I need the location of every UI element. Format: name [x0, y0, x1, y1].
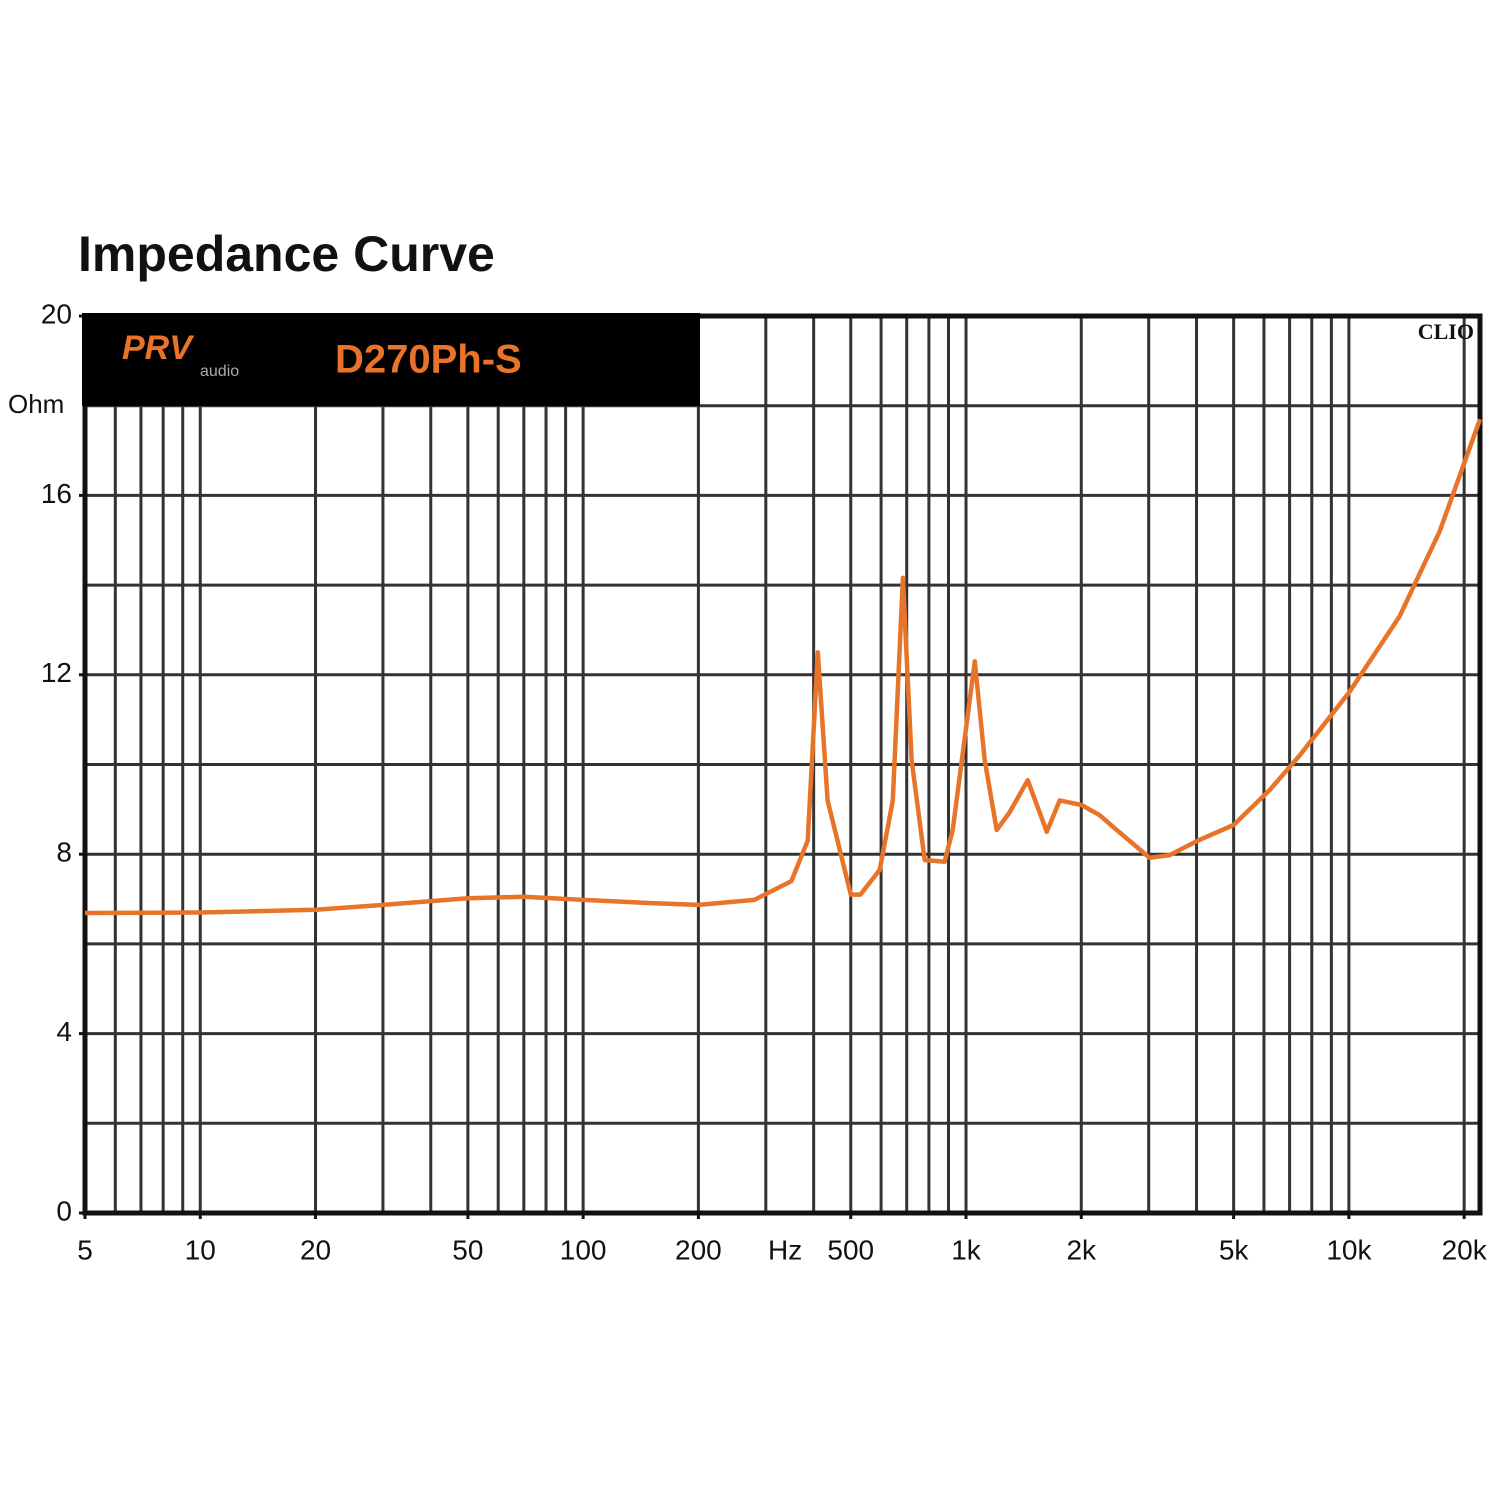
- impedance-line: [84, 418, 1483, 916]
- y-tick-label: 20: [41, 298, 72, 329]
- x-tick-label: 5k: [1219, 1234, 1250, 1265]
- brand-sub: audio: [200, 363, 239, 380]
- x-tick-label: 200: [675, 1234, 722, 1265]
- x-tick-label: 20k: [1442, 1234, 1488, 1265]
- x-tick-label: 2k: [1066, 1234, 1097, 1265]
- brand-logo: PRV: [122, 329, 195, 367]
- plot-frame: [82, 313, 1483, 1216]
- y-tick-label: 0: [56, 1195, 72, 1226]
- software-label: CLIO: [1418, 319, 1474, 344]
- x-tick-label: 10k: [1326, 1234, 1372, 1265]
- y-tick-label: 8: [56, 837, 72, 868]
- y-unit: Ohm: [8, 389, 64, 419]
- y-tick-label: 12: [41, 657, 72, 688]
- y-tick-label: 16: [41, 478, 72, 509]
- x-tick-label: 20: [300, 1234, 331, 1265]
- x-tick-label: 10: [185, 1234, 216, 1265]
- model-name: D270Ph-S: [335, 338, 522, 382]
- x-tick-label: 100: [560, 1234, 607, 1265]
- y-tick-label: 4: [56, 1016, 72, 1047]
- chart-title: Impedance Curve: [78, 226, 495, 282]
- x-unit: Hz: [768, 1234, 802, 1265]
- header-box: [82, 313, 700, 406]
- x-tick-label: 50: [452, 1234, 483, 1265]
- x-tick-label: 5: [77, 1234, 93, 1265]
- x-tick-label: 500: [827, 1234, 874, 1265]
- x-tick-label: 1k: [951, 1234, 982, 1265]
